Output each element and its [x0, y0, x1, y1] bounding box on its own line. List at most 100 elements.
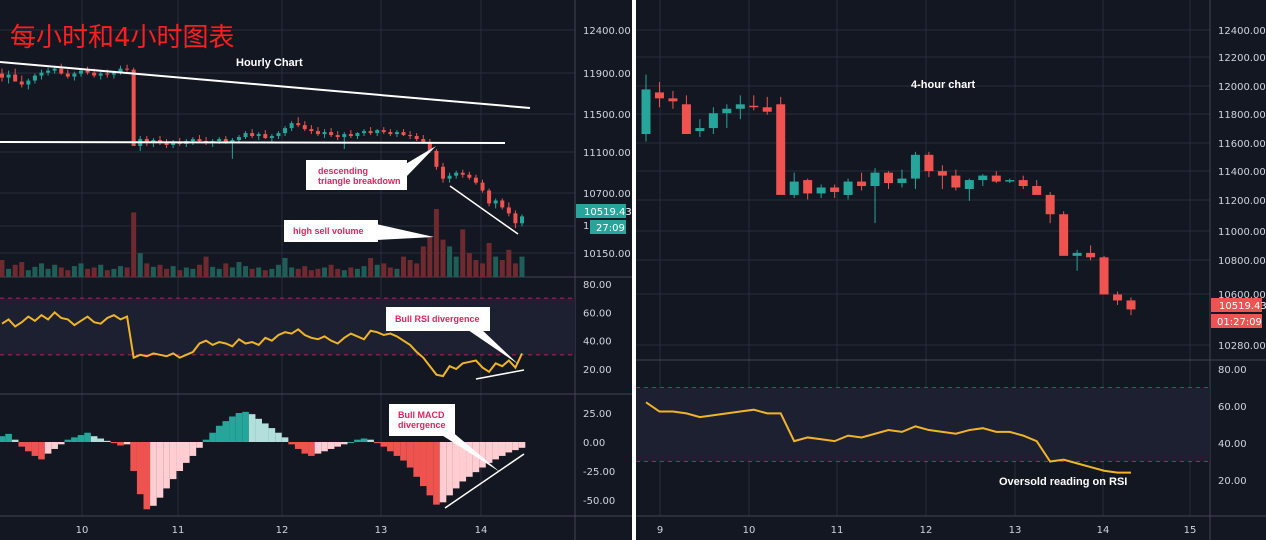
four-hour-countdown: 01:27:09 [1217, 317, 1262, 328]
volume-bar [249, 268, 255, 277]
hourly-candle [427, 141, 432, 151]
four-hour-candle [910, 154, 920, 179]
macd-bar [229, 416, 236, 442]
macd-bar [505, 442, 513, 453]
volume-bar [85, 268, 91, 277]
hourly-rsi-tick: 80.00 [583, 280, 612, 291]
macd-bar [0, 436, 6, 442]
hourly-candle [164, 142, 169, 145]
hourly-candle [289, 123, 294, 129]
hourly-price-tick: 12400.00 [583, 26, 631, 37]
macd-bar [261, 423, 269, 442]
volume-bar [440, 239, 446, 277]
volume-bar [6, 268, 12, 277]
four-hour-candle [1018, 180, 1028, 187]
four-hour-candle [937, 171, 947, 176]
volume-bar [361, 266, 367, 277]
volume-bar [256, 267, 262, 277]
four-hour-price-tick: 11600.00 [1218, 139, 1266, 150]
macd-bar [156, 442, 164, 498]
volume-bar [104, 270, 110, 277]
macd-bar [163, 442, 170, 489]
macd-bar [202, 439, 210, 442]
four-hour-last-price-badge [1211, 298, 1262, 312]
macd-bar [5, 433, 12, 442]
four-hour-candle [803, 180, 813, 194]
macd-bar [150, 442, 157, 506]
hourly-last-price-badge [576, 204, 626, 218]
hourly-candle [296, 123, 301, 126]
macd-bar [18, 442, 26, 447]
macd-bar [294, 442, 302, 449]
macd-bar [413, 442, 420, 477]
triangle-breakdown-label: triangle breakdown [318, 176, 401, 186]
four-hour-candle [1099, 257, 1109, 295]
macd-bar [492, 442, 499, 460]
macd-bar [466, 442, 473, 477]
hourly-candle [13, 74, 18, 82]
macd-bar [143, 442, 151, 510]
macd-bar [222, 421, 230, 442]
macd-bar [215, 425, 223, 442]
hourly-price-tick: 11900.00 [583, 69, 631, 80]
macd-divergence-line [444, 453, 525, 509]
hourly-rsi-line [1, 310, 523, 378]
hourly-last-price: 10519.43 [584, 207, 632, 218]
hourly-candle [381, 130, 386, 133]
four-hour-candle [951, 175, 961, 188]
hourly-candle [473, 177, 478, 183]
hourly-candle [105, 73, 110, 75]
volume-bar [519, 256, 525, 277]
hourly-candle [190, 139, 195, 142]
descending-trendline [0, 61, 531, 109]
volume-bar [289, 267, 295, 277]
volume-bar [341, 270, 347, 277]
macd-bar [255, 418, 263, 442]
four-hour-candle [668, 98, 678, 102]
macd-bar [242, 411, 249, 442]
macd-bar [117, 442, 124, 446]
four-hour-time-tick: 10 [743, 525, 756, 536]
hourly-rsi-tick: 40.00 [583, 337, 612, 348]
hourly-candle [65, 73, 70, 77]
volume-bar [144, 263, 150, 277]
macd-bar [367, 439, 374, 442]
volume-bar [78, 263, 84, 277]
macd-bar [196, 442, 203, 448]
price-lower-trendline [449, 185, 519, 235]
four-hour-candle [641, 89, 651, 135]
volume-bar [394, 268, 400, 277]
volume-bar [282, 257, 288, 277]
volume-bar [223, 263, 229, 277]
four-hour-price-tick: 12200.00 [1218, 53, 1266, 64]
four-hour-candle [830, 187, 840, 192]
four-hour-candle [789, 181, 799, 195]
volume-bar [177, 270, 183, 277]
volume-bar [243, 266, 249, 277]
hourly-candle [322, 132, 327, 135]
four-hour-rsi-tick: 80.00 [1218, 365, 1247, 376]
volume-bar [183, 267, 189, 277]
macd-bar [64, 439, 72, 442]
volume-bar [91, 267, 97, 277]
macd-bar [498, 442, 506, 456]
hourly-candle [520, 216, 524, 224]
volume-bar [460, 229, 466, 277]
volume-bar [19, 262, 25, 277]
four-hour-candle [708, 113, 718, 129]
four-hour-price-tick: 11000.00 [1218, 227, 1266, 238]
macd-bar [136, 442, 144, 495]
four-hour-candle [870, 172, 880, 187]
four-hour-candle [857, 181, 867, 187]
bull-rsi-divergence-label: Bull RSI divergence [395, 314, 480, 324]
macd-bar [340, 442, 348, 445]
macd-bar [169, 442, 177, 480]
hourly-candle [394, 132, 399, 135]
volume-bar [420, 246, 426, 277]
hourly-candle [72, 73, 77, 77]
volume-bar [131, 212, 137, 277]
hourly-candle [144, 139, 149, 143]
rsi-divergence-line [475, 369, 525, 380]
